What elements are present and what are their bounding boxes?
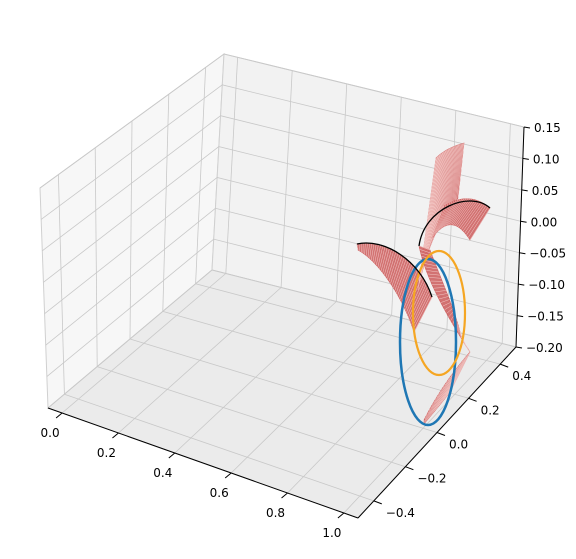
x-tick-label: 0.8 (266, 506, 285, 520)
z-tick-label: 0.00 (531, 215, 558, 229)
y-tick-label: 0.4 (512, 369, 531, 383)
z-tick-mark (521, 221, 527, 222)
x-tick-label: 1.0 (322, 526, 341, 540)
x-tick-mark (56, 413, 62, 418)
z-tick-label: 0.05 (532, 184, 559, 198)
x-tick-label: 0.0 (41, 426, 60, 440)
x-tick-mark (225, 473, 231, 478)
x-tick-mark (338, 513, 344, 518)
y-tick-mark (374, 501, 382, 504)
z-tick-mark (516, 347, 522, 348)
z-tick-label: −0.05 (529, 247, 566, 261)
y-tick-label: −0.4 (386, 506, 415, 520)
z-tick-mark (523, 158, 529, 159)
z-tick-mark (522, 190, 528, 191)
y-tick-mark (500, 364, 508, 367)
z-axis-ticks: −0.20 −0.15 −0.10 −0.05 0.00 0.05 0.10 0.15 (516, 121, 566, 355)
z-tick-label: 0.15 (534, 121, 561, 135)
z-tick-label: −0.10 (528, 278, 565, 292)
y-tick-mark (437, 433, 445, 436)
z-tick-label: −0.15 (527, 310, 564, 324)
x-tick-label: 0.6 (210, 486, 229, 500)
z-tick-mark (518, 284, 524, 285)
x-tick-mark (282, 493, 288, 498)
y-tick-label: 0.2 (481, 403, 500, 417)
y-tick-label: −0.2 (417, 472, 446, 486)
z-tick-label: −0.20 (526, 341, 563, 355)
z-tick-label: 0.10 (533, 152, 560, 166)
x-tick-mark (169, 453, 175, 458)
z-tick-mark (524, 127, 530, 128)
z-tick-mark (519, 253, 525, 254)
x-tick-label: 0.2 (97, 446, 116, 460)
z-tick-mark (517, 316, 523, 317)
y-tick-mark (469, 398, 477, 401)
y-tick-mark (405, 467, 413, 470)
x-tick-label: 0.4 (153, 466, 172, 480)
y-tick-label: 0.0 (449, 438, 468, 452)
x-tick-mark (112, 433, 118, 438)
